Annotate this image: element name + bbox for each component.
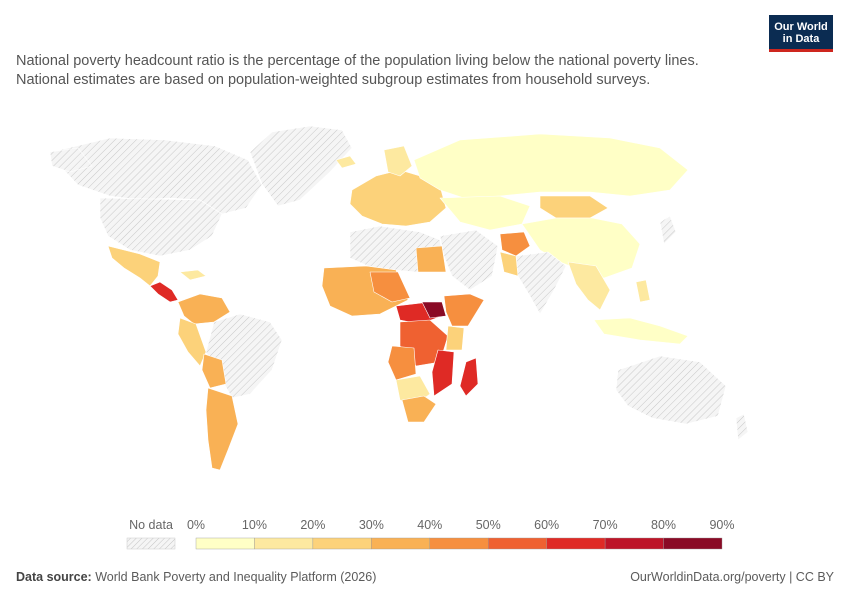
region-usa[interactable]: [99, 197, 223, 257]
region-iceland: [335, 155, 357, 169]
region-philippines: [635, 279, 651, 303]
legend-tick-label: 0%: [187, 518, 205, 532]
legend-tick-label: 40%: [417, 518, 442, 532]
region-central-america[interactable]: [149, 281, 179, 303]
logo-line1: Our World: [774, 21, 828, 33]
legend-bin[interactable]: [195, 537, 255, 550]
owid-logo[interactable]: Our World in Data: [769, 15, 833, 52]
legend-bins: 0% 10% 20% 30% 40% 50% 60% 70% 80% 90%: [187, 518, 735, 550]
region-indonesia[interactable]: [593, 317, 689, 345]
region-southeast-asia[interactable]: [567, 261, 611, 311]
region-australia[interactable]: [615, 355, 727, 425]
legend-tick-label: 50%: [476, 518, 501, 532]
legend-bin[interactable]: [254, 537, 314, 550]
region-caribbean: [179, 269, 207, 281]
legend-tick-label: 90%: [709, 518, 734, 532]
region-egypt[interactable]: [415, 245, 447, 273]
legend-tick-label: 80%: [651, 518, 676, 532]
region-argentina[interactable]: [205, 387, 239, 471]
region-central-asia[interactable]: [439, 195, 531, 231]
source-label: Data source:: [16, 570, 92, 584]
subtitle-line1: National poverty headcount ratio is the …: [16, 53, 699, 69]
data-source: Data source: World Bank Poverty and Ineq…: [16, 570, 376, 584]
region-afghanistan[interactable]: [499, 231, 531, 257]
region-scandinavia: [383, 145, 413, 177]
legend-tick-label: 60%: [534, 518, 559, 532]
region-mongolia[interactable]: [539, 195, 609, 219]
source-text: World Bank Poverty and Inequality Platfo…: [95, 570, 377, 584]
legend: No data 0% 10% 20% 30% 40% 50% 60% 70% 80% 90%: [126, 518, 735, 550]
region-sahel[interactable]: [369, 271, 411, 303]
legend-tick-label: 20%: [300, 518, 325, 532]
legend-bin[interactable]: [663, 537, 723, 550]
region-new-zealand: [735, 413, 749, 441]
legend-no-data-swatch: [126, 537, 176, 550]
region-peru[interactable]: [177, 317, 207, 367]
region-japan: [659, 215, 677, 245]
legend-bin[interactable]: [371, 537, 430, 550]
legend-bin[interactable]: [604, 537, 664, 550]
region-russia[interactable]: [413, 133, 689, 199]
region-india[interactable]: [515, 251, 567, 315]
logo-line2: in Data: [782, 33, 820, 45]
region-alaska: [49, 147, 93, 173]
legend-tick-label: 10%: [242, 518, 267, 532]
chart-subtitle: National poverty headcount ratio is the …: [16, 52, 756, 90]
region-middle-east[interactable]: [439, 229, 499, 291]
region-madagascar[interactable]: [459, 357, 479, 397]
region-mozambique[interactable]: [431, 349, 455, 397]
legend-tick-label: 70%: [593, 518, 618, 532]
world-map[interactable]: [0, 95, 850, 505]
legend-no-data-label: No data: [129, 518, 173, 532]
legend-bin[interactable]: [546, 537, 606, 550]
legend-bin[interactable]: [488, 537, 547, 550]
region-horn-of-africa[interactable]: [443, 293, 485, 327]
region-angola[interactable]: [387, 345, 417, 381]
region-bolivia[interactable]: [201, 353, 227, 389]
legend-bin[interactable]: [312, 537, 372, 550]
subtitle-line2: National estimates are based on populati…: [16, 72, 651, 88]
region-east-africa[interactable]: [445, 325, 465, 351]
region-south-sudan[interactable]: [421, 301, 447, 319]
region-greenland[interactable]: [249, 125, 353, 207]
source-link[interactable]: OurWorldinData.org/poverty | CC BY: [630, 570, 834, 584]
legend-tick-label: 30%: [359, 518, 384, 532]
legend-bin[interactable]: [429, 537, 489, 550]
region-pakistan[interactable]: [499, 251, 519, 277]
region-colombia-venezuela[interactable]: [177, 293, 231, 325]
region-south-africa[interactable]: [401, 395, 437, 423]
